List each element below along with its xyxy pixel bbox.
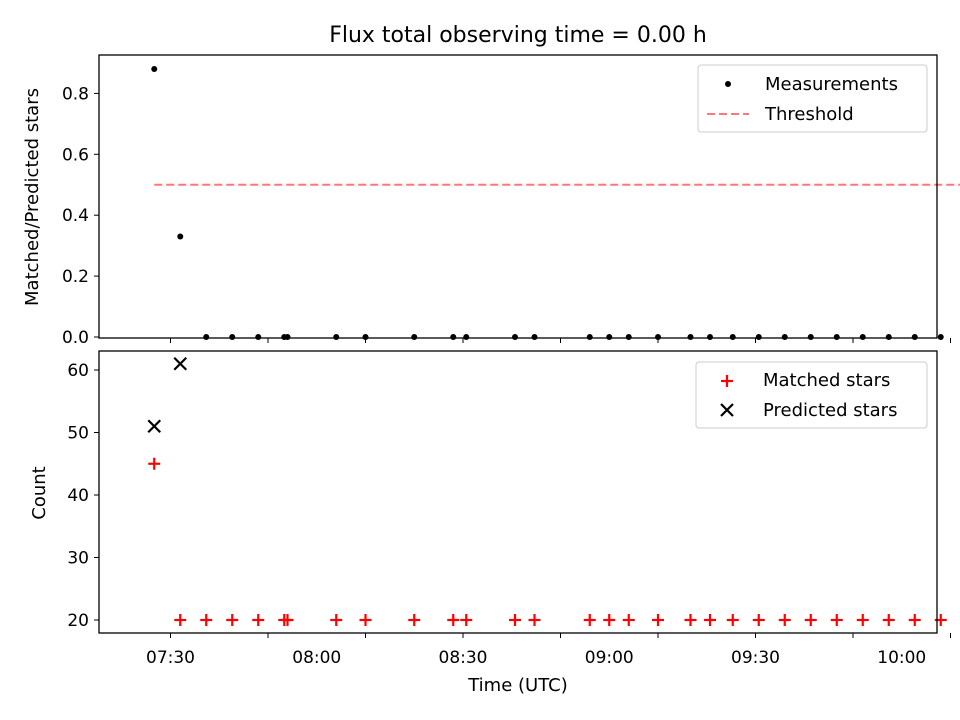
y-tick-label: 0.8 [62, 84, 89, 104]
matched-stars-point [882, 614, 895, 626]
legend-label-predicted-stars: Predicted stars [763, 400, 897, 421]
y-tick-label: 30 [67, 549, 89, 569]
matched-stars-point [408, 614, 421, 626]
top-legend-box [697, 64, 928, 133]
matched-stars-point [804, 614, 817, 626]
measurement-point [911, 334, 918, 340]
predicted-stars-point [147, 419, 162, 434]
measurement-point [687, 334, 694, 340]
x-tick-label: 08:00 [292, 648, 341, 668]
measurement-point [531, 334, 538, 340]
matched-stars-point [174, 614, 187, 626]
bottom-plot-area [147, 356, 947, 626]
matched-stars-point [856, 614, 869, 626]
matched-stars-point [684, 614, 697, 626]
measurement-point [177, 233, 184, 240]
predicted-stars-point [173, 356, 188, 371]
matched-stars-point [704, 614, 716, 626]
measurement-point [463, 334, 470, 340]
matched-stars-point [200, 614, 213, 626]
measurement-point [707, 334, 713, 340]
predicted-x-b [173, 356, 188, 371]
legend-marker-measurements [725, 81, 731, 87]
y-tick-label: 0.2 [62, 267, 89, 287]
bottom-panel: Count Time (UTC) 20 30 40 50 60 07:30 08:00 08… [29, 350, 951, 696]
measurement-point [284, 334, 291, 340]
legend-label-measurements: Measurements [765, 74, 898, 95]
measurement-point [937, 334, 944, 340]
matched-stars-point [622, 614, 635, 626]
y-tick-label: 0.6 [62, 145, 89, 165]
measurement-point [450, 334, 457, 340]
matched-stars-point [778, 614, 791, 626]
matched-stars-point [359, 614, 372, 626]
measurement-point [781, 334, 788, 340]
x-tick-label: 09:30 [731, 648, 780, 668]
x-tick-label: 08:30 [439, 648, 488, 668]
legend-marker-matched-stars [721, 375, 733, 387]
measurement-point [755, 334, 762, 340]
matched-stars-point [583, 614, 596, 626]
y-tick-label: 0.4 [62, 206, 89, 226]
measurement-point [333, 334, 340, 340]
measurement-point [833, 334, 840, 340]
matched-stars-point [460, 614, 473, 626]
matched-stars-point [752, 614, 765, 626]
top-panel: Flux total observing time = 0.00 h Match… [22, 23, 960, 348]
matched-stars-point [509, 614, 521, 626]
matched-stars-point [226, 614, 239, 626]
legend-label-threshold: Threshold [764, 104, 854, 125]
measurement-point [255, 334, 262, 340]
matched-stars-point [148, 457, 161, 470]
matched-stars-point [603, 614, 616, 626]
top-y-axis-label: Matched/Predicted stars [22, 88, 43, 306]
bottom-y-ticks: 20 30 40 50 60 [67, 361, 99, 631]
matched-stars-point [528, 614, 541, 626]
matched-stars-point [830, 614, 843, 626]
measurement-point [586, 334, 593, 340]
x-tick-label: 10:00 [877, 648, 926, 668]
measurement-point [807, 334, 814, 340]
measurement-point [606, 334, 613, 340]
matched-stars-point [908, 614, 921, 626]
y-tick-label: 40 [67, 486, 89, 506]
top-y-ticks: 0.0 0.2 0.4 0.6 0.8 [62, 84, 99, 348]
measurement-point [151, 66, 158, 73]
y-tick-label: 50 [67, 424, 89, 444]
top-axes-frame [98, 54, 938, 339]
bottom-legend: Matched stars Predicted stars [695, 361, 928, 429]
measurement-point [512, 334, 518, 340]
legend-marker-predicted-stars [720, 403, 734, 417]
measurement-point [729, 334, 736, 340]
matched-stars-point [726, 614, 739, 626]
measurement-point [411, 334, 418, 340]
legend-label-matched-stars: Matched stars [763, 370, 890, 391]
matched-stars-point [447, 614, 460, 626]
measurement-point [885, 334, 892, 340]
y-tick-label: 20 [67, 611, 89, 631]
bottom-legend-box [695, 361, 928, 429]
bottom-y-axis-label: Count [29, 466, 50, 519]
top-x-ticks [170, 338, 951, 343]
measurement-point [625, 334, 632, 340]
x-tick-label: 09:00 [585, 648, 634, 668]
measurement-point [229, 334, 236, 340]
matched-stars-point [281, 614, 294, 626]
bottom-x-axis-label: Time (UTC) [467, 675, 568, 696]
chart-title: Flux total observing time = 0.00 h [329, 23, 707, 48]
matched-stars-point [252, 614, 265, 626]
matched-stars-point [652, 614, 664, 626]
y-tick-label: 60 [67, 361, 89, 381]
matched-stars-point [330, 614, 343, 626]
y-tick-label: 0.0 [62, 328, 89, 348]
top-legend: Measurements Threshold [697, 64, 928, 133]
x-tick-label: 07:30 [146, 648, 195, 668]
predicted-x-b [147, 419, 162, 434]
bottom-axes-frame [98, 350, 938, 634]
measurement-point [203, 334, 210, 340]
measurement-point [859, 334, 866, 340]
